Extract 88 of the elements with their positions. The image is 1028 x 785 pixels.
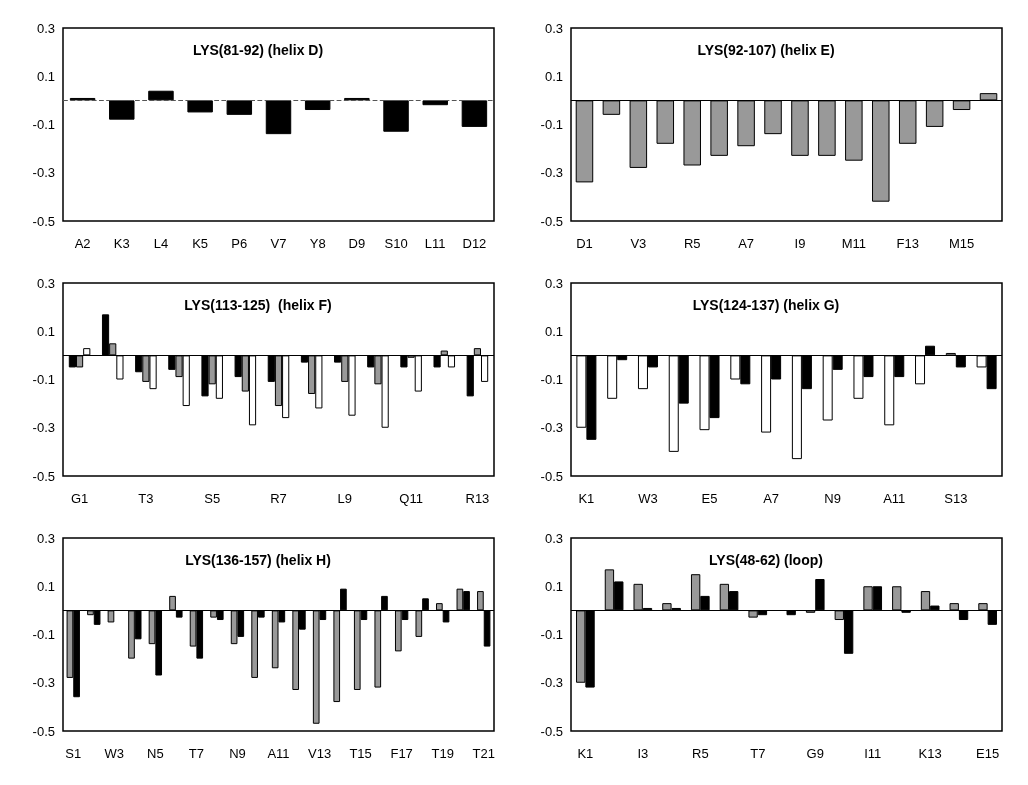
x-tick-label: V3 — [630, 236, 647, 251]
x-tick-label: F17 — [390, 746, 413, 761]
text: LYS(113-125) (helix F) — [184, 297, 332, 313]
x-tick-label: V7 — [270, 236, 287, 251]
y-tick-label: -0.1 — [540, 117, 563, 132]
text: LYS(136-157) (helix H) — [185, 552, 331, 568]
y-tick-label: -0.1 — [540, 627, 563, 642]
y-tick-label: 0.1 — [36, 68, 55, 84]
x-tick-label: Q11 — [399, 491, 423, 506]
x-tick-label: D1 — [576, 236, 593, 251]
x-tick-label: I9 — [794, 236, 806, 251]
y-tick-label: -0.5 — [540, 468, 563, 484]
y-tick-label: 0.1 — [36, 323, 55, 339]
x-tick-label: K13 — [918, 746, 942, 761]
x-tick-label: T7 — [750, 746, 766, 761]
x-tick-label: S10 — [384, 236, 408, 251]
x-tick-label: S13 — [944, 491, 968, 506]
x-tick-label: L4 — [153, 236, 169, 251]
y-tick-label: -0.3 — [32, 420, 55, 436]
y-tick-label: -0.1 — [32, 117, 55, 132]
x-tick-label: S1 — [65, 746, 82, 761]
x-tick-label: V13 — [307, 746, 332, 761]
y-tick-label: -0.1 — [32, 372, 55, 387]
text: LYS(92-107) (helix E) — [697, 42, 835, 58]
x-tick-label: N9 — [229, 746, 246, 761]
y-tick-label: 0.1 — [544, 68, 563, 84]
x-tick-label: M15 — [948, 236, 975, 251]
x-tick-label: T7 — [188, 746, 204, 761]
text: LYS(48-62) (loop) — [709, 552, 823, 568]
x-tick-label: T3 — [138, 491, 154, 506]
x-tick-label: G1 — [70, 491, 89, 506]
x-tick-label: L9 — [337, 491, 353, 506]
x-tick-label: T19 — [431, 746, 454, 761]
y-tick-label: -0.1 — [32, 627, 55, 642]
x-tick-label: K3 — [113, 236, 130, 251]
x-tick-label: T15 — [349, 746, 372, 761]
text: LYS(81-92) (helix D) — [192, 42, 324, 58]
x-tick-label: I11 — [864, 746, 882, 761]
x-tick-label: E5 — [701, 491, 718, 506]
x-tick-label: W3 — [638, 491, 658, 506]
y-tick-label: -0.5 — [32, 213, 55, 229]
y-tick-label: -0.3 — [32, 675, 55, 691]
x-tick-label: K1 — [578, 491, 595, 506]
x-tick-label: Y8 — [309, 236, 326, 251]
x-tick-label: R5 — [683, 236, 701, 251]
y-tick-label: 0.3 — [544, 275, 563, 291]
y-tick-label: -0.5 — [32, 723, 55, 739]
x-tick-label: A7 — [763, 491, 780, 506]
y-tick-label: 0.3 — [36, 530, 55, 546]
y-tick-label: 0.1 — [544, 578, 563, 594]
x-tick-label: E15 — [976, 746, 1000, 761]
y-tick-label: 0.3 — [36, 275, 55, 291]
y-tick-label: -0.5 — [540, 213, 563, 229]
y-tick-label: -0.1 — [540, 372, 563, 387]
y-tick-label: -0.5 — [540, 723, 563, 739]
x-tick-label: K1 — [577, 746, 594, 761]
x-tick-label: P6 — [231, 236, 248, 251]
x-tick-label: T21 — [472, 746, 495, 761]
y-tick-label: -0.3 — [540, 675, 563, 691]
x-tick-label: N5 — [147, 746, 164, 761]
x-tick-label: N9 — [824, 491, 841, 506]
y-tick-label: -0.5 — [32, 468, 55, 484]
x-tick-label: A11 — [267, 746, 290, 761]
x-tick-label: M11 — [841, 236, 867, 251]
x-tick-label: A7 — [738, 236, 755, 251]
y-tick-label: 0.3 — [544, 20, 563, 36]
x-tick-label: W3 — [104, 746, 125, 761]
y-tick-label: 0.1 — [36, 578, 55, 594]
x-tick-label: S5 — [204, 491, 221, 506]
y-tick-label: -0.3 — [540, 420, 563, 436]
x-tick-label: I3 — [637, 746, 649, 761]
text: LYS(124-137) (helix G) — [692, 297, 840, 313]
x-tick-label: L11 — [424, 236, 446, 251]
x-tick-label: A11 — [883, 491, 906, 506]
x-tick-label: R7 — [270, 491, 287, 506]
y-tick-label: -0.3 — [32, 165, 55, 181]
x-tick-label: A2 — [74, 236, 91, 251]
x-tick-label: G9 — [806, 746, 824, 761]
x-tick-label: K5 — [192, 236, 209, 251]
x-tick-label: R13 — [465, 491, 490, 506]
x-tick-label: D12 — [462, 236, 487, 251]
y-tick-label: -0.3 — [540, 165, 563, 181]
x-tick-label: D9 — [348, 236, 366, 251]
x-tick-label: R5 — [691, 746, 709, 761]
y-tick-label: 0.1 — [544, 323, 563, 339]
x-tick-label: F13 — [896, 236, 919, 251]
y-tick-label: 0.3 — [544, 530, 563, 546]
y-tick-label: 0.3 — [36, 20, 55, 36]
